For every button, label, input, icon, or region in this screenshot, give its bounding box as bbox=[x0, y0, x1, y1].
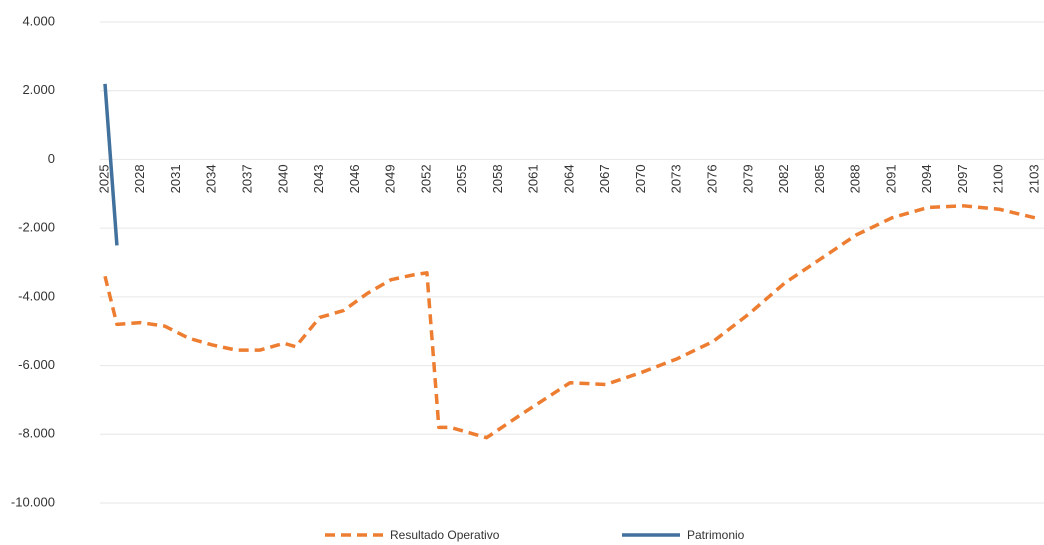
x-tick-label: 2061 bbox=[526, 164, 541, 193]
x-tick-label: 2076 bbox=[705, 164, 720, 193]
x-tick-label: 2094 bbox=[919, 164, 934, 193]
x-tick-label: 2028 bbox=[132, 164, 147, 193]
series-line bbox=[103, 204, 1036, 440]
x-tick-label: 2043 bbox=[311, 164, 326, 193]
legend-label: Patrimonio bbox=[687, 528, 745, 542]
y-tick-label: -2.000 bbox=[18, 220, 55, 235]
x-tick-label: 2100 bbox=[991, 164, 1006, 193]
x-tick-label: 2085 bbox=[812, 164, 827, 193]
x-tick-label: 2064 bbox=[561, 164, 576, 193]
series-line bbox=[103, 83, 119, 246]
y-tick-label: -8.000 bbox=[18, 426, 55, 441]
x-tick-label: 2052 bbox=[418, 164, 433, 193]
x-tick-label: 2034 bbox=[204, 164, 219, 193]
x-tick-label: 2058 bbox=[490, 164, 505, 193]
x-tick-label: 2037 bbox=[240, 164, 255, 193]
x-tick-label: 2067 bbox=[597, 164, 612, 193]
x-tick-label: 2031 bbox=[168, 164, 183, 193]
x-tick-label: 2049 bbox=[383, 164, 398, 193]
y-tick-label: -6.000 bbox=[18, 357, 55, 372]
x-tick-label: 2079 bbox=[740, 164, 755, 193]
x-tick-label: 2073 bbox=[669, 164, 684, 193]
x-tick-label: 2040 bbox=[275, 164, 290, 193]
y-tick-label: -4.000 bbox=[18, 288, 55, 303]
x-tick-label: 2088 bbox=[848, 164, 863, 193]
y-tick-label: 4.000 bbox=[22, 13, 55, 28]
x-tick-label: 2025 bbox=[96, 164, 111, 193]
x-tick-label: 2070 bbox=[633, 164, 648, 193]
x-tick-label: 2103 bbox=[1026, 164, 1041, 193]
y-tick-label: 2.000 bbox=[22, 82, 55, 97]
x-tick-label: 2082 bbox=[776, 164, 791, 193]
y-tick-label: 0 bbox=[48, 151, 55, 166]
x-tick-label: 2046 bbox=[347, 164, 362, 193]
x-tick-label: 2091 bbox=[883, 164, 898, 193]
legend-label: Resultado Operativo bbox=[390, 528, 500, 542]
y-tick-label: -10.000 bbox=[11, 494, 55, 509]
x-tick-label: 2097 bbox=[955, 164, 970, 193]
x-tick-label: 2055 bbox=[454, 164, 469, 193]
